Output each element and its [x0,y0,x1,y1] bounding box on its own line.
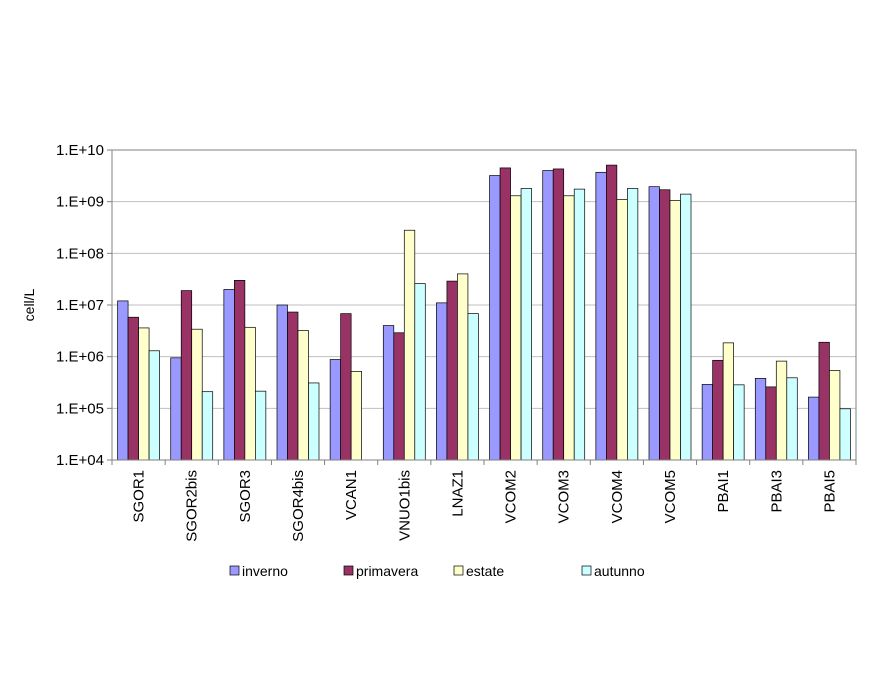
x-tick-label: LNAZ1 [449,470,466,517]
bar-estate-vcom3 [563,195,575,461]
bar-autunno-lnaz1 [467,313,479,461]
x-tick-label: PBAI1 [715,470,732,513]
bar-inverno-vcom5 [648,186,660,461]
x-tick-label: SGOR3 [237,470,254,523]
bar-primavera-vcom5 [659,189,671,461]
bar-inverno-pbai3 [754,378,767,461]
x-tick-label: SGOR1 [131,470,148,523]
bar-inverno-vcom2 [489,175,501,461]
bar-inverno-sgor2bis [170,357,182,461]
bar-inverno-sgor3 [223,289,235,461]
bar-primavera-sgor4bis [287,311,299,461]
bar-primavera-lnaz1 [446,280,458,461]
bar-estate-vcom5 [669,200,681,461]
bar-estate-sgor2bis [191,328,203,461]
bar-autunno-pbai1 [733,384,745,461]
y-tick-label: 1.E+10 [56,142,104,159]
bar-primavera-vcom2 [499,167,511,461]
y-tick-label: 1.E+05 [56,400,104,417]
x-tick-label: SGOR2bis [184,470,201,542]
bar-autunno-pbai5 [839,408,851,461]
bar-primavera-vcan1 [340,313,352,461]
y-axis: 1.E+04 1.E+05 1.E+06 1.E+07 1.E+08 1.E+09 1.E+… [56,142,112,469]
bar-inverno-vcom3 [542,170,554,461]
bar-inverno-vnuo1bis [382,325,395,461]
y-axis-label: cell/L [21,288,37,321]
bar-estate-vcom4 [616,199,628,461]
bar-estate-sgor4bis [297,330,309,461]
bar-autunno-vcom4 [627,188,639,461]
bar-autunno-vcom5 [680,193,692,461]
legend-label-primavera: primavera [356,563,418,579]
bar-autunno-vcom2 [520,188,532,461]
y-tick-label: 1.E+04 [56,452,104,469]
x-tick-label: SGOR4bis [290,470,307,542]
bar-inverno-sgor1 [117,300,129,461]
bar-estate-vcan1 [350,370,362,461]
y-tick-label: 1.E+06 [56,349,104,366]
bar-inverno-lnaz1 [436,302,448,461]
bar-primavera-pbai3 [765,386,777,461]
bar-primavera-vcom4 [606,164,618,461]
legend-label-autunno: autunno [594,563,645,579]
bar-inverno-sgor4bis [276,304,288,461]
x-tick-label: VNUO1bis [396,470,413,541]
bar-inverno-vcan1 [329,359,341,461]
bar-inverno-pbai5 [808,396,820,461]
bar-autunno-vcom3 [573,188,586,461]
bar-primavera-vnuo1bis [393,332,405,461]
bar-autunno-vnuo1bis [414,283,426,461]
bars [117,164,851,461]
x-tick-label: VCOM5 [662,470,679,523]
x-tick-label: PBAI3 [768,470,785,513]
y-tick-label: 1.E+07 [56,297,104,314]
bar-primavera-sgor1 [127,316,139,461]
bar-autunno-sgor4bis [308,382,320,461]
x-tick-label: VCAN1 [343,470,360,520]
legend: inverno primavera estate autunno [229,563,645,579]
x-tick-label: VCOM3 [556,470,573,523]
bar-primavera-sgor2bis [180,290,193,461]
bar-estate-lnaz1 [457,273,469,461]
bar-primavera-pbai1 [712,359,724,461]
legend-swatch-estate [453,565,464,576]
bar-autunno-pbai3 [786,377,798,461]
bar-estate-pbai1 [722,342,734,461]
bar-primavera-vcom3 [552,168,565,461]
bar-estate-sgor3 [244,326,256,461]
bar-autunno-sgor3 [255,390,267,461]
bar-estate-vnuo1bis [403,229,416,461]
x-tick-label: VCOM4 [609,470,626,523]
x-axis: SGOR1 SGOR2bis SGOR3 SGOR4bis VCAN1 VNUO1bis L… [111,460,857,542]
bar-inverno-vcom4 [595,171,607,461]
legend-swatch-autunno [581,565,592,576]
bar-estate-vcom2 [510,195,522,461]
legend-swatch-primavera [343,565,354,576]
legend-swatch-inverno [229,565,240,576]
bar-estate-pbai3 [775,360,788,461]
bar-primavera-sgor3 [234,279,246,461]
bar-primavera-pbai5 [818,341,830,461]
x-tick-label: PBAI5 [821,470,838,513]
x-tick-label: VCOM2 [503,470,520,523]
bar-autunno-sgor1 [148,350,160,461]
bar-estate-sgor1 [138,327,150,461]
y-tick-label: 1.E+08 [56,245,104,262]
legend-label-estate: estate [466,563,504,579]
bar-estate-pbai5 [829,370,841,461]
legend-label-inverno: inverno [242,563,288,579]
bar-inverno-pbai1 [701,384,713,461]
bar-autunno-sgor2bis [201,391,214,461]
y-tick-label: 1.E+09 [56,194,104,211]
